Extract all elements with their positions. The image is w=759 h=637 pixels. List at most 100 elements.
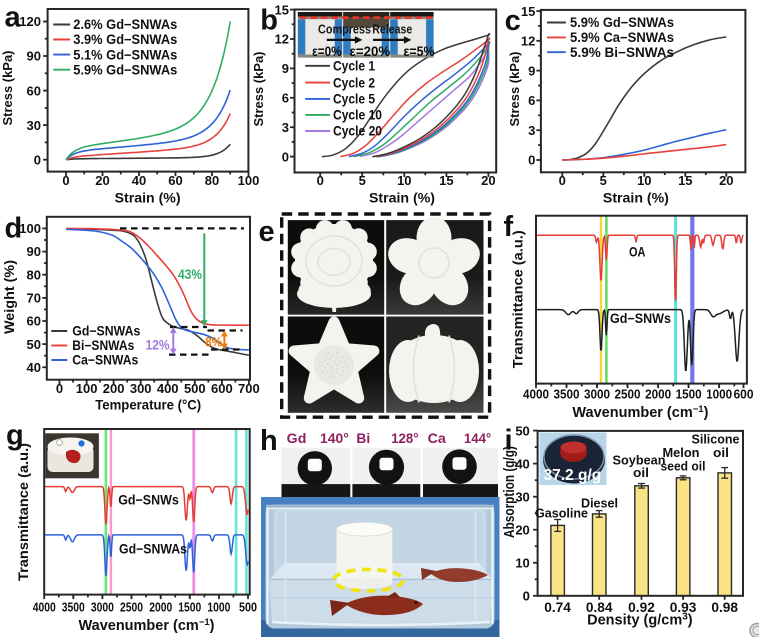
svg-text:500: 500	[184, 381, 206, 396]
svg-text:oil: oil	[633, 465, 649, 480]
svg-text:2500: 2500	[120, 599, 143, 614]
svg-text:Diesel: Diesel	[581, 496, 618, 511]
svg-text:Stress (kPa): Stress (kPa)	[251, 52, 266, 127]
svg-text:ε=20%: ε=20%	[350, 44, 391, 59]
svg-text:3500: 3500	[554, 387, 580, 402]
svg-text:40: 40	[27, 360, 41, 375]
svg-text:10: 10	[637, 173, 651, 188]
svg-text:6: 6	[528, 93, 535, 108]
svg-text:20: 20	[515, 522, 529, 537]
svg-text:12%: 12%	[146, 337, 170, 352]
svg-text:Release: Release	[372, 21, 412, 36]
svg-text:0: 0	[317, 173, 324, 188]
svg-text:40: 40	[515, 456, 529, 471]
svg-text:0: 0	[559, 173, 566, 188]
svg-text:0.98: 0.98	[711, 600, 738, 615]
svg-text:Gd−SNWAs: Gd−SNWAs	[119, 542, 187, 557]
svg-text:c: c	[505, 5, 521, 37]
svg-text:4000: 4000	[33, 599, 56, 614]
svg-text:20: 20	[95, 173, 109, 188]
svg-text:Stress (kPa): Stress (kPa)	[507, 52, 522, 127]
svg-text:700: 700	[238, 381, 260, 396]
svg-text:Strain (%): Strain (%)	[369, 191, 435, 206]
svg-text:9: 9	[282, 61, 289, 76]
svg-text:80: 80	[27, 267, 41, 282]
svg-text:4000: 4000	[523, 387, 549, 402]
svg-text:400: 400	[157, 381, 179, 396]
svg-text:a: a	[5, 2, 22, 34]
svg-text:Weight (%): Weight (%)	[1, 260, 17, 334]
svg-text:5.9% Gd−SNWAs: 5.9% Gd−SNWAs	[570, 15, 674, 30]
svg-text:Silicone: Silicone	[692, 432, 740, 447]
svg-text:Ca: Ca	[428, 431, 447, 446]
svg-text:90: 90	[27, 244, 41, 259]
svg-text:200: 200	[103, 381, 125, 396]
svg-text:3: 3	[528, 123, 535, 138]
svg-text:2.6% Gd−SNWAs: 2.6% Gd−SNWAs	[73, 17, 177, 32]
svg-text:3000: 3000	[91, 599, 114, 614]
svg-text:Strain (%): Strain (%)	[603, 191, 669, 206]
svg-text:5: 5	[359, 173, 366, 188]
svg-text:0.92: 0.92	[628, 600, 655, 615]
svg-text:e: e	[259, 216, 275, 248]
svg-text:60: 60	[27, 83, 41, 98]
svg-text:Melon: Melon	[663, 445, 700, 460]
svg-text:100: 100	[76, 381, 98, 396]
svg-text:1500: 1500	[178, 599, 201, 614]
svg-text:20: 20	[719, 173, 733, 188]
svg-text:20: 20	[481, 173, 495, 188]
svg-text:Cycle 20: Cycle 20	[333, 124, 382, 139]
svg-text:Cycle 10: Cycle 10	[333, 108, 382, 123]
svg-text:1000: 1000	[706, 387, 732, 402]
svg-text:15: 15	[521, 4, 535, 19]
svg-text:9: 9	[528, 63, 535, 78]
svg-text:3000: 3000	[584, 387, 610, 402]
svg-text:60: 60	[27, 314, 41, 329]
svg-text:140°: 140°	[320, 431, 349, 446]
svg-text:1500: 1500	[676, 387, 702, 402]
svg-text:15: 15	[275, 2, 289, 17]
svg-text:Cycle 2: Cycle 2	[333, 75, 375, 90]
svg-text:h: h	[260, 425, 278, 457]
svg-text:0: 0	[56, 381, 63, 396]
svg-text:Strain (%): Strain (%)	[115, 191, 181, 206]
svg-text:3.9% Gd−SNWAs: 3.9% Gd−SNWAs	[73, 32, 177, 47]
svg-text:ε=0%: ε=0%	[312, 44, 342, 59]
svg-text:0: 0	[34, 152, 41, 167]
svg-text:100: 100	[238, 173, 260, 188]
svg-text:b: b	[260, 5, 278, 37]
svg-text:70: 70	[27, 291, 41, 306]
svg-text:Gd−SNWAs: Gd−SNWAs	[72, 324, 140, 339]
svg-text:seed oil: seed oil	[661, 458, 706, 473]
svg-text:120: 120	[19, 14, 41, 29]
svg-text:1000: 1000	[207, 599, 230, 614]
svg-text:Bi: Bi	[356, 431, 370, 446]
svg-text:80: 80	[205, 173, 219, 188]
svg-text:2500: 2500	[615, 387, 641, 402]
svg-text:0.84: 0.84	[586, 600, 613, 615]
svg-text:100: 100	[19, 221, 41, 236]
svg-text:Wavenumber (cm−1): Wavenumber (cm−1)	[78, 617, 214, 635]
svg-text:144°: 144°	[464, 431, 491, 446]
svg-text:12: 12	[275, 32, 289, 47]
svg-text:5: 5	[600, 173, 607, 188]
svg-text:Transmittance (a.u.): Transmittance (a.u.)	[15, 443, 31, 581]
svg-text:f: f	[504, 211, 514, 243]
svg-text:15: 15	[439, 173, 453, 188]
svg-text:Gd: Gd	[287, 431, 307, 446]
svg-text:30: 30	[515, 489, 529, 504]
svg-text:Bi−SNWAs: Bi−SNWAs	[72, 338, 134, 353]
svg-text:5.9% Gd−SNWAs: 5.9% Gd−SNWAs	[73, 62, 177, 77]
svg-text:3500: 3500	[62, 599, 85, 614]
svg-text:5.1% Gd−SNWAs: 5.1% Gd−SNWAs	[73, 47, 177, 62]
svg-text:500: 500	[239, 599, 257, 614]
svg-text:6: 6	[282, 91, 289, 106]
svg-text:0: 0	[62, 173, 69, 188]
svg-text:Temperature (°C): Temperature (°C)	[95, 397, 201, 413]
svg-text:300: 300	[130, 381, 152, 396]
svg-text:0.74: 0.74	[544, 600, 571, 615]
svg-text:128°: 128°	[391, 431, 418, 446]
svg-text:0: 0	[523, 589, 530, 604]
svg-text:0.93: 0.93	[670, 600, 697, 615]
svg-text:Density (g/cm3): Density (g/cm3)	[587, 611, 693, 629]
